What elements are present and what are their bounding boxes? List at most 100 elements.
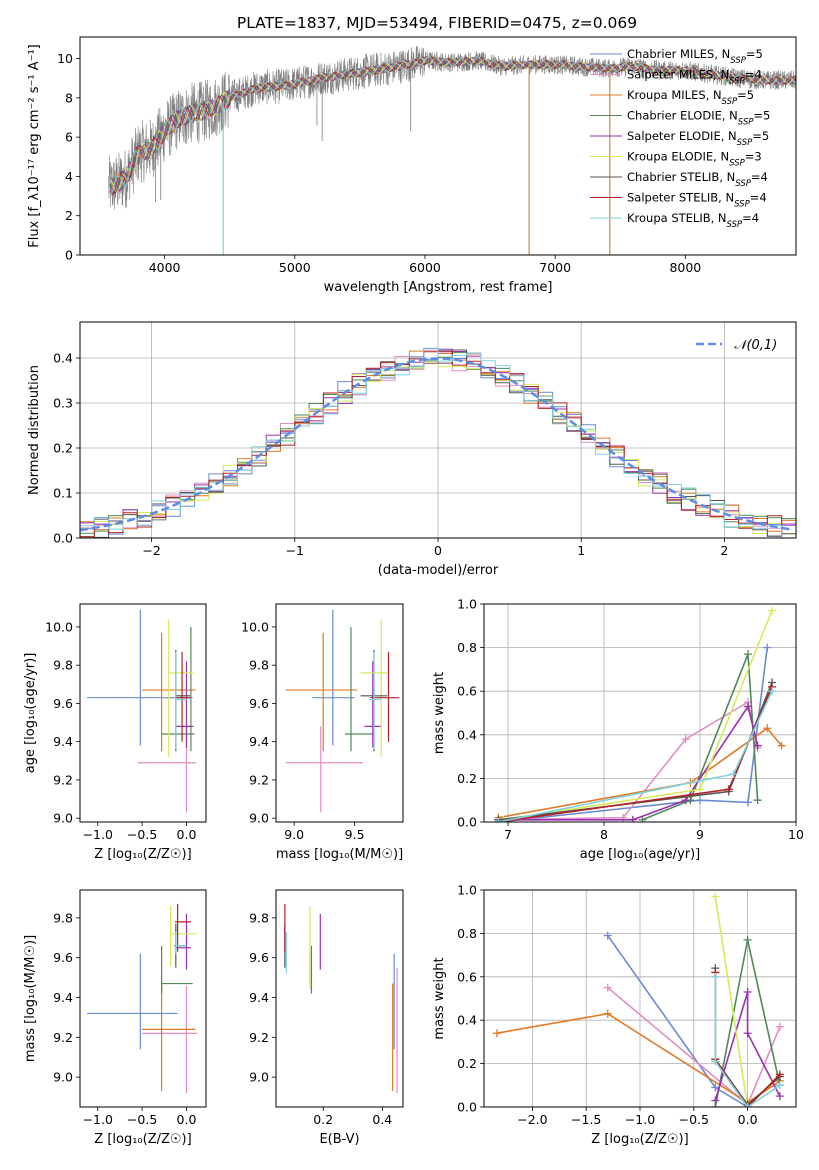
weight-series-line xyxy=(498,700,759,821)
x-tick-label: 1 xyxy=(577,543,585,558)
legend-label: Salpeter MILES, NSSP=4 xyxy=(627,68,762,87)
y-tick-label: 0.6 xyxy=(457,684,477,699)
x-axis-label: Z [log₁₀(Z/Z☉)] xyxy=(591,1132,688,1147)
legend-label: Kroupa ELODIE, NSSP=3 xyxy=(627,150,762,169)
legend-nssp: =5 xyxy=(753,109,770,123)
y-tick-label: 9.6 xyxy=(249,950,269,965)
weight-point-marker xyxy=(628,815,637,822)
y-tick-label: 9.8 xyxy=(249,910,269,925)
weight-point-marker xyxy=(775,1022,784,1031)
y-tick-label: 9.0 xyxy=(53,1070,73,1085)
x-axis-label: mass [log₁₀(M/M☉)] xyxy=(276,847,403,862)
legend-nssp: =5 xyxy=(746,47,763,61)
plot-area xyxy=(492,892,784,1107)
x-tick-label: −1.0 xyxy=(83,827,113,842)
legend-model-name: Chabrier ELODIE, N xyxy=(627,109,738,123)
legend-model-name: Salpeter MILES, N xyxy=(627,68,729,82)
spectrum-model-line xyxy=(109,56,796,196)
weight-point-marker xyxy=(768,606,776,615)
x-tick-label: 8000 xyxy=(669,260,701,275)
legend-model-name: Salpeter ELODIE, N xyxy=(627,129,737,143)
weight-point-marker xyxy=(603,931,612,940)
y-tick-label: 9.0 xyxy=(249,1070,269,1085)
y-tick-label: 9.6 xyxy=(53,950,73,965)
y-tick-label: 0.0 xyxy=(53,531,73,546)
weight-point-marker xyxy=(775,1092,784,1101)
x-tick-label: −2.0 xyxy=(517,1112,547,1127)
weight-point-marker xyxy=(743,935,752,944)
weight-point-marker xyxy=(729,770,738,779)
y-tick-label: 1.0 xyxy=(457,597,477,612)
y-tick-label: 0.8 xyxy=(457,926,477,941)
y-axis-label: age [log₁₀(age/yr)] xyxy=(23,653,38,774)
y-tick-label: 6 xyxy=(65,130,73,145)
weight-point-marker xyxy=(711,1096,720,1105)
x-tick-label: −0.5 xyxy=(679,1112,709,1127)
x-tick-label: 0.2 xyxy=(313,1112,333,1127)
axes-frame xyxy=(79,603,207,823)
legend-subscript: SSP xyxy=(729,77,745,87)
y-tick-label: 4 xyxy=(65,169,73,184)
weight-point-marker xyxy=(603,983,612,992)
weight-point-marker xyxy=(763,724,772,733)
x-tick-label: 9 xyxy=(696,827,704,842)
weight-point-marker xyxy=(777,741,786,750)
weight-point-marker xyxy=(711,892,720,901)
y-axis-label: Normed distribution xyxy=(27,365,42,495)
legend-label: Chabrier STELIB, NSSP=4 xyxy=(627,170,768,189)
weight-series-line xyxy=(714,991,781,1101)
x-tick-label: 4000 xyxy=(149,260,181,275)
legend-label: 𝒩(0,1) xyxy=(734,338,777,353)
y-tick-label: 10 xyxy=(57,51,73,66)
legend-nssp: =3 xyxy=(745,150,762,164)
weight-point-marker xyxy=(744,798,752,807)
x-tick-label: 8 xyxy=(600,827,608,842)
x-tick-label: −0.5 xyxy=(127,1112,157,1127)
weight-point-marker xyxy=(775,1081,784,1090)
y-tick-label: 9.8 xyxy=(53,910,73,925)
spectrum-model-line xyxy=(109,56,796,193)
panel-weight-vs-age: 7 8 9 10 0.0 0.2 0.4 0.6 0.8 1.0 age [log₁₀(age/yr… xyxy=(432,597,804,863)
y-tick-label: 9.2 xyxy=(53,772,73,787)
panel-mass-vs-Z: −1.0 −0.5 0.0 9.0 9.2 9.4 9.6 9.8 Z [log₁₀(Z/Z☉)… xyxy=(23,889,207,1147)
y-tick-label: 9.4 xyxy=(249,734,269,749)
x-tick-label: 2 xyxy=(720,543,728,558)
y-tick-label: 0.1 xyxy=(53,486,73,501)
weight-point-marker xyxy=(744,650,752,659)
panel-age-vs-mass: 9.0 9.5 9.0 9.2 9.4 9.6 9.8 10.0 mass [log₁₀(M/M… xyxy=(241,603,404,862)
plot-area xyxy=(87,609,197,813)
x-tick-label: −0.5 xyxy=(127,827,157,842)
y-tick-label: 0.4 xyxy=(53,351,73,366)
y-tick-label: 0 xyxy=(65,248,73,263)
legend-subscript: SSP xyxy=(727,220,743,230)
spectrum-model-line xyxy=(109,56,796,193)
legend-nssp: =5 xyxy=(752,129,769,143)
plot-area xyxy=(87,903,198,1094)
y-tick-label: 0.8 xyxy=(457,640,477,655)
histogram-step xyxy=(80,362,796,538)
x-tick-label: −1 xyxy=(286,543,304,558)
legend-subscript: SSP xyxy=(738,118,754,128)
x-tick-label: 7000 xyxy=(539,260,571,275)
y-tick-label: 9.0 xyxy=(53,811,73,826)
plot-area xyxy=(80,347,796,538)
weight-point-marker xyxy=(711,1083,720,1092)
axes-frame xyxy=(483,603,797,823)
legend-nssp: =4 xyxy=(750,191,767,205)
legend-model-name: Chabrier MILES, N xyxy=(627,47,730,61)
x-tick-label: 0.0 xyxy=(177,827,197,842)
y-tick-label: 0.0 xyxy=(457,1100,477,1115)
legend-label: Salpeter ELODIE, NSSP=5 xyxy=(627,129,769,148)
legend-model-name: Salpeter STELIB, N xyxy=(627,191,734,205)
legend-subscript: SSP xyxy=(737,138,753,148)
weight-point-marker xyxy=(603,1009,612,1018)
x-tick-label: 5000 xyxy=(279,260,311,275)
x-tick-label: 9.5 xyxy=(345,827,365,842)
x-tick-label: 0 xyxy=(434,543,442,558)
weight-point-marker xyxy=(743,1103,752,1107)
weight-point-marker xyxy=(681,735,690,744)
legend-model-name: Kroupa ELODIE, N xyxy=(627,150,729,164)
histogram-step xyxy=(80,347,796,538)
weight-point-marker xyxy=(744,702,752,711)
